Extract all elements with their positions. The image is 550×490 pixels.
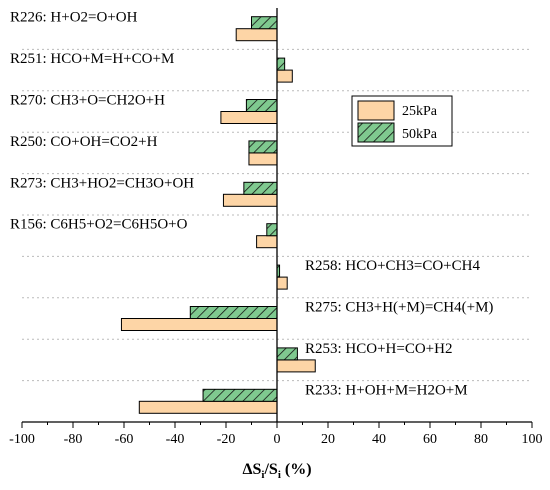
reaction-label: R275: CH3+H(+M)=CH4(+M) xyxy=(305,300,493,316)
reaction-label: R253: HCO+H=CO+H2 xyxy=(305,341,452,357)
x-tick-label: 20 xyxy=(321,432,335,447)
bar-25kpa xyxy=(222,193,278,207)
x-tick-label: 40 xyxy=(372,432,386,447)
reaction-label: R273: CH3+HO2=CH3O+OH xyxy=(10,175,194,191)
bar-50kpa xyxy=(276,347,298,361)
x-tick-label: 100 xyxy=(522,432,543,447)
reaction-label: R156: C6H5+O2=C6H5O+O xyxy=(10,217,188,233)
x-tick-label: 80 xyxy=(474,432,488,447)
reaction-label: R251: HCO+M=H+CO+M xyxy=(10,51,174,67)
reaction-label: R250: CO+OH=CO2+H xyxy=(10,134,158,150)
x-tick-label: -60 xyxy=(115,432,134,447)
x-tick-label: 60 xyxy=(423,432,437,447)
bar-50kpa xyxy=(202,388,278,402)
x-tick-label: -20 xyxy=(217,432,236,447)
reaction-label: R226: H+O2=O+OH xyxy=(10,10,138,26)
legend-label-50kpa: 50kPa xyxy=(402,127,438,142)
bars-group xyxy=(120,16,316,414)
x-tick-label: -100 xyxy=(9,432,35,447)
x-axis-title: ΔSi/Si (%) xyxy=(242,461,311,481)
legend: 25kPa 50kPa xyxy=(351,95,453,147)
legend-swatch-25kpa xyxy=(357,100,395,121)
bar-25kpa xyxy=(120,318,278,331)
bar-25kpa xyxy=(276,359,316,373)
axes-group: -100 -80 -60 -40 -20 0 20 40 60 80 100 xyxy=(9,8,543,447)
x-tick-label: 0 xyxy=(274,432,281,447)
bar-50kpa xyxy=(248,140,278,154)
reaction-label: R270: CH3+O=CH2O+H xyxy=(10,93,165,109)
bar-50kpa xyxy=(243,181,278,195)
reaction-label: R233: H+OH+M=H2O+M xyxy=(305,382,468,398)
legend-swatch-50kpa xyxy=(357,122,395,143)
bar-25kpa xyxy=(276,69,293,83)
legend-label-25kpa: 25kPa xyxy=(402,104,438,119)
bar-25kpa xyxy=(256,235,278,249)
bar-25kpa xyxy=(138,400,278,414)
bar-25kpa xyxy=(248,152,278,166)
bar-50kpa xyxy=(251,16,278,30)
bar-25kpa xyxy=(235,28,278,42)
x-tick-label: -40 xyxy=(166,432,185,447)
reaction-labels: R226: H+O2=O+OH R251: HCO+M=H+CO+M R270: C… xyxy=(10,10,493,399)
x-tick-label: -80 xyxy=(64,432,83,447)
bar-25kpa xyxy=(276,276,288,290)
bar-50kpa xyxy=(276,57,286,71)
bar-25kpa xyxy=(220,111,278,124)
bar-50kpa xyxy=(245,99,278,112)
bar-50kpa xyxy=(266,223,278,237)
bar-50kpa xyxy=(189,306,278,319)
reaction-label: R258: HCO+CH3=CO+CH4 xyxy=(305,258,480,274)
